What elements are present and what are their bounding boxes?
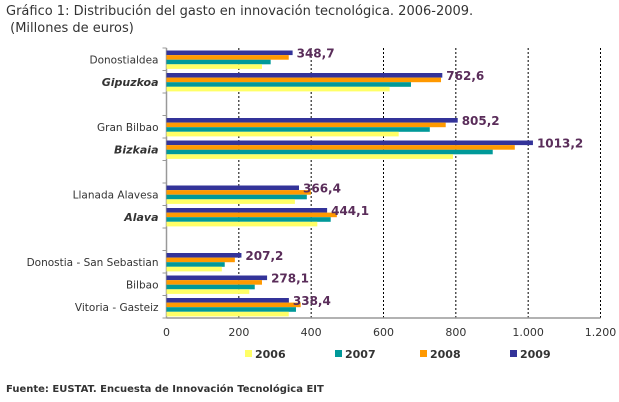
legend-label: 2007 (345, 348, 376, 361)
x-tick-label: 200 (228, 326, 249, 339)
data-label: 207,2 (245, 249, 283, 263)
bar-2006 (166, 311, 289, 317)
x-tick-label: 800 (445, 326, 466, 339)
bar-2009 (166, 118, 458, 123)
bar-2006 (166, 199, 295, 204)
bar-2007 (166, 127, 430, 132)
bar-2007 (166, 82, 411, 87)
bar-2008 (166, 190, 311, 195)
x-tick-label: 1.000 (512, 326, 544, 339)
data-label: 1013,2 (537, 137, 583, 151)
legend-swatch-2006 (245, 350, 252, 357)
bar-2007 (166, 284, 255, 290)
bar-2008 (166, 145, 515, 150)
bar-2006 (166, 289, 250, 294)
chart-title: Gráfico 1: Distribución del gasto en inn… (6, 3, 473, 37)
bar-2007 (166, 194, 307, 200)
bar-2007 (166, 59, 271, 65)
category-label: Gipuzkoa (102, 76, 159, 89)
bar-2008 (166, 122, 446, 128)
data-label: 444,1 (331, 204, 369, 218)
bar-2009 (166, 253, 242, 258)
bar-2009 (166, 185, 300, 191)
legend-swatch-2009 (510, 350, 517, 357)
category-label: Gran Bilbao (97, 122, 158, 134)
bar-2007 (166, 262, 225, 267)
bar-2009 (166, 208, 328, 213)
bar-2006 (166, 221, 318, 227)
category-label: Llanada Alavesa (73, 189, 159, 201)
bar-2009 (166, 73, 443, 78)
data-label: 366,4 (303, 182, 341, 196)
category-label: Donostia - San Sebastian (27, 257, 159, 269)
category-label: Vitoria - Gasteiz (75, 302, 159, 314)
category-label: Bilbao (126, 279, 159, 291)
category-label: Alava (123, 211, 158, 224)
source-note: Fuente: EUSTAT. Encuesta de Innovación T… (6, 384, 324, 395)
legend-swatch-2008 (420, 350, 427, 357)
legend-label: 2009 (520, 348, 551, 361)
x-tick-label: 1.200 (585, 326, 617, 339)
subtitle: (Millones de euros) (10, 21, 134, 36)
bar-2006 (166, 86, 390, 92)
bar-2008 (166, 280, 262, 285)
bar-2007 (166, 307, 296, 312)
bar-2007 (166, 149, 493, 155)
data-label: 338,4 (293, 294, 331, 308)
bar-2009 (166, 50, 293, 56)
bar-2007 (166, 217, 331, 222)
bar-2009 (166, 275, 268, 281)
bar-2006 (166, 266, 222, 272)
bar-2008 (166, 257, 235, 263)
title-line: Gráfico 1: Distribución del gasto en inn… (6, 4, 474, 19)
bar-2006 (166, 154, 453, 159)
data-label: 805,2 (462, 114, 500, 128)
data-label: 762,6 (446, 69, 484, 83)
category-label: Bizkaia (114, 143, 159, 156)
bar-2008 (166, 55, 289, 60)
bar-2006 (166, 64, 262, 69)
x-tick-label: 0 (163, 326, 170, 339)
bar-2008 (166, 212, 337, 218)
legend-swatch-2007 (335, 350, 342, 357)
bar-2008 (166, 302, 301, 308)
bar-2009 (166, 140, 533, 146)
x-tick-label: 400 (301, 326, 322, 339)
data-label: 348,7 (297, 47, 335, 61)
data-label: 278,1 (271, 272, 309, 286)
category-label: Donostialdea (89, 54, 158, 66)
bar-2009 (166, 298, 289, 303)
bar-2008 (166, 77, 442, 83)
legend-label: 2006 (255, 348, 286, 361)
bar-2006 (166, 131, 399, 137)
legend-label: 2008 (430, 348, 461, 361)
x-tick-label: 600 (373, 326, 394, 339)
